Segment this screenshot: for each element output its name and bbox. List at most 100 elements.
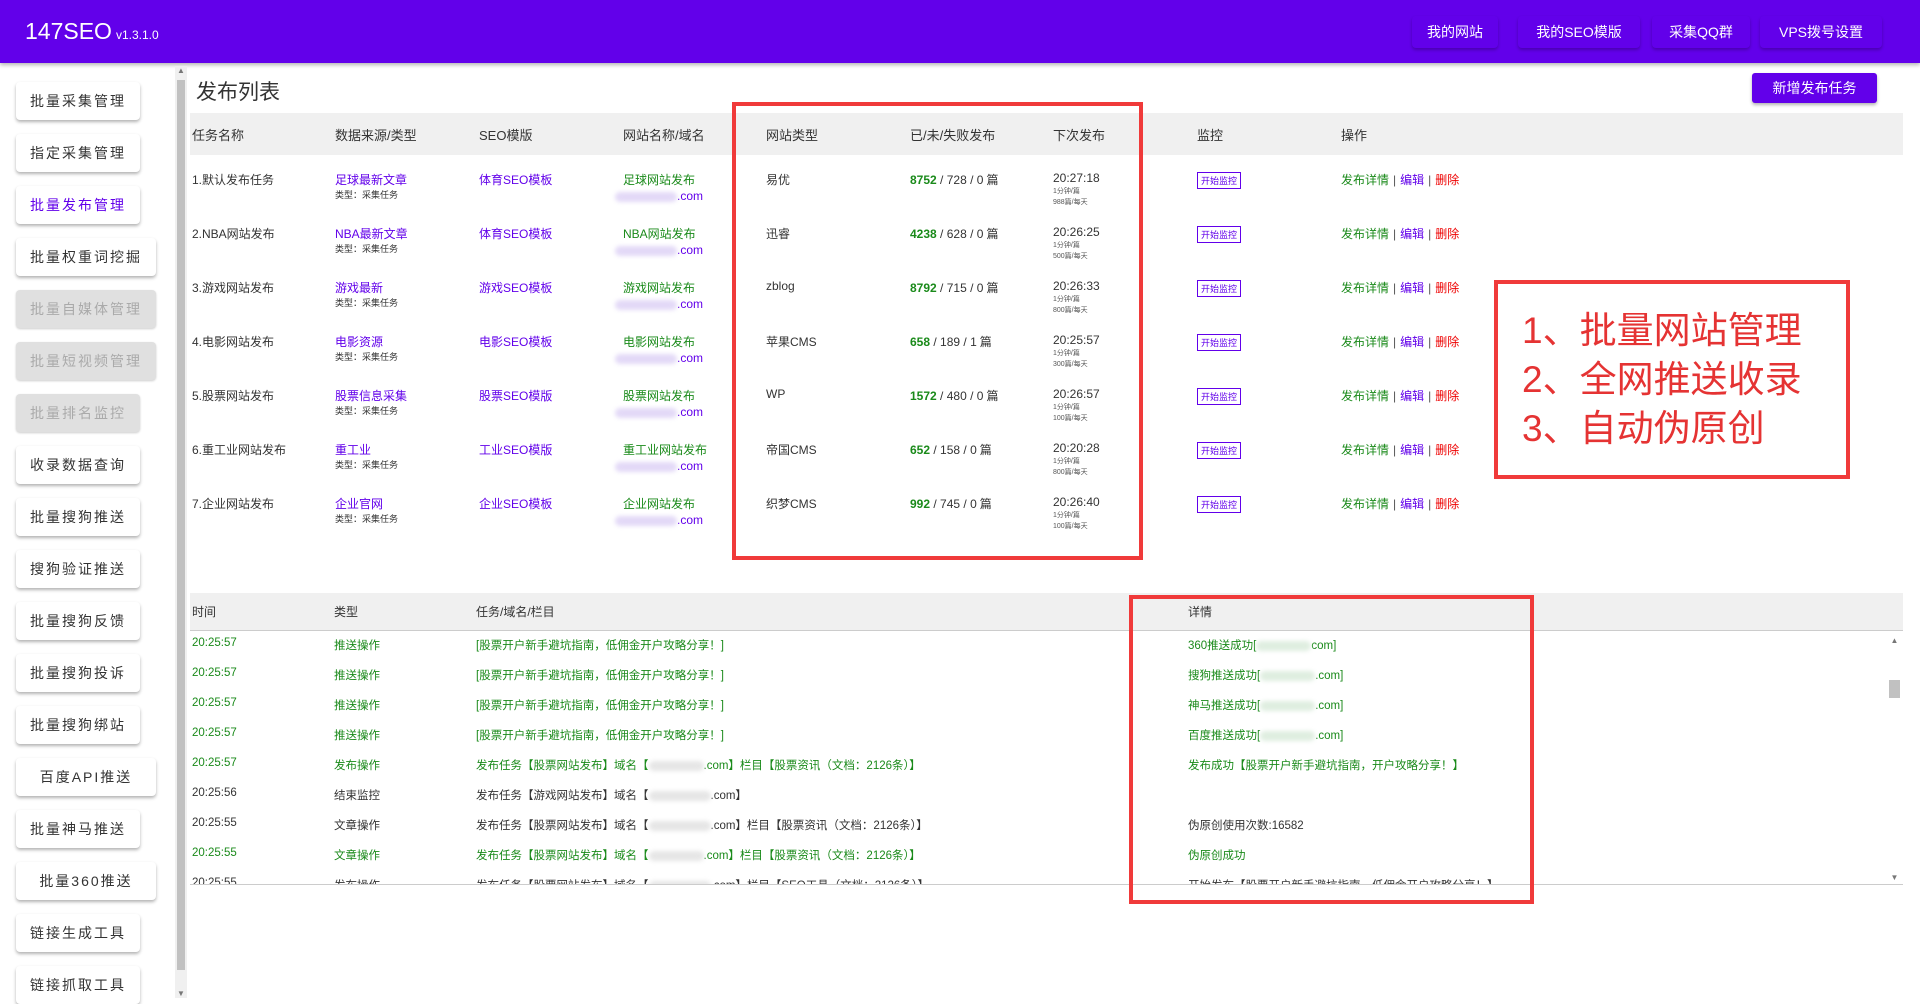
- seo-template-link[interactable]: 电影SEO模板: [479, 335, 553, 349]
- sidebar-item[interactable]: 批量搜狗反馈: [16, 602, 140, 640]
- sidebar-item[interactable]: 批量神马推送: [16, 810, 140, 848]
- scroll-down-icon[interactable]: ▼: [177, 989, 185, 998]
- site-name-link[interactable]: NBA网站发布: [623, 227, 696, 241]
- publish-detail-link[interactable]: 发布详情: [1341, 389, 1390, 403]
- sidebar-item[interactable]: 链接抓取工具: [16, 966, 140, 1004]
- seo-template-link[interactable]: 体育SEO模板: [479, 227, 553, 241]
- site-name-link[interactable]: 重工业网站发布: [623, 443, 708, 457]
- publish-rate: 1分钟/篇: [1053, 242, 1080, 249]
- seo-template-link[interactable]: 体育SEO模板: [479, 173, 553, 187]
- data-source-link[interactable]: 足球最新文章: [335, 173, 408, 187]
- sidebar-item[interactable]: 搜狗验证推送: [16, 550, 140, 588]
- sidebar-item[interactable]: 批量发布管理: [16, 186, 140, 224]
- pending-count: 728: [946, 173, 967, 187]
- site-name-link[interactable]: 游戏网站发布: [623, 281, 696, 295]
- data-source-link[interactable]: 电影资源: [335, 335, 384, 349]
- pending-count: 745: [940, 497, 961, 511]
- delete-link[interactable]: 删除: [1435, 227, 1460, 241]
- start-monitor-button[interactable]: 开始监控: [1197, 442, 1242, 459]
- site-name-link[interactable]: 足球网站发布: [623, 173, 696, 187]
- site-domain[interactable]: .com: [615, 405, 703, 419]
- edit-link[interactable]: 编辑: [1400, 389, 1425, 403]
- delete-link[interactable]: 删除: [1435, 173, 1460, 187]
- log-task: [股票开户新手避坑指南，低佣金开户攻略分享！]: [476, 667, 724, 683]
- sidebar-item[interactable]: 链接生成工具: [16, 914, 140, 952]
- sidebar-item[interactable]: 批量360推送: [16, 862, 156, 900]
- seo-template-link[interactable]: 股票SEO模版: [479, 389, 553, 403]
- scroll-up-icon[interactable]: ▲: [177, 66, 185, 75]
- start-monitor-button[interactable]: 开始监控: [1197, 226, 1242, 243]
- start-monitor-button[interactable]: 开始监控: [1197, 496, 1242, 513]
- data-source-link[interactable]: 企业官网: [335, 497, 384, 511]
- delete-link[interactable]: 删除: [1435, 335, 1460, 349]
- scroll-down-icon[interactable]: ▼: [1890, 873, 1899, 882]
- log-detail-suffix: .com]: [1315, 670, 1344, 682]
- sidebar-item[interactable]: 批量搜狗绑站: [16, 706, 140, 744]
- publish-detail-link[interactable]: 发布详情: [1341, 173, 1390, 187]
- seo-template-link[interactable]: 企业SEO模板: [479, 497, 553, 511]
- log-column-header: 类型: [334, 605, 359, 619]
- site-name-link[interactable]: 股票网站发布: [623, 389, 696, 403]
- data-source-link[interactable]: 重工业: [335, 443, 372, 457]
- task-name: 3.游戏网站发布: [192, 281, 275, 295]
- nav-vps-settings[interactable]: VPS拨号设置: [1760, 16, 1882, 48]
- seo-template-link[interactable]: 游戏SEO模板: [479, 281, 553, 295]
- site-name-link[interactable]: 电影网站发布: [623, 335, 696, 349]
- pending-count: 158: [940, 443, 961, 457]
- task-type: 类型：采集任务: [335, 298, 399, 308]
- edit-link[interactable]: 编辑: [1400, 335, 1425, 349]
- start-monitor-button[interactable]: 开始监控: [1197, 388, 1242, 405]
- sidebar-item[interactable]: 指定采集管理: [16, 134, 140, 172]
- sidebar-item[interactable]: 百度API推送: [16, 758, 156, 796]
- publish-detail-link[interactable]: 发布详情: [1341, 281, 1390, 295]
- scroll-up-icon[interactable]: ▲: [1890, 636, 1899, 645]
- log-scrollbar[interactable]: ▲ ▼: [1887, 634, 1902, 884]
- sidebar-scrollbar[interactable]: ▲ ▼: [175, 66, 187, 998]
- start-monitor-button[interactable]: 开始监控: [1197, 172, 1242, 189]
- site-domain[interactable]: .com: [615, 351, 703, 365]
- edit-link[interactable]: 编辑: [1400, 227, 1425, 241]
- scrollbar-thumb[interactable]: [1889, 680, 1900, 698]
- log-detail-text: 神马推送成功[: [1188, 700, 1261, 712]
- site-domain[interactable]: .com: [615, 459, 703, 473]
- edit-link[interactable]: 编辑: [1400, 443, 1425, 457]
- start-monitor-button[interactable]: 开始监控: [1197, 334, 1242, 351]
- publish-detail-link[interactable]: 发布详情: [1341, 443, 1390, 457]
- seo-template-link[interactable]: 工业SEO模版: [479, 443, 553, 457]
- sep: /: [936, 227, 947, 241]
- site-name-link[interactable]: 企业网站发布: [623, 497, 696, 511]
- publish-detail-link[interactable]: 发布详情: [1341, 227, 1390, 241]
- delete-link[interactable]: 删除: [1435, 281, 1460, 295]
- sidebar-item[interactable]: 批量搜狗投诉: [16, 654, 140, 692]
- delete-link[interactable]: 删除: [1435, 443, 1460, 457]
- nav-my-sites[interactable]: 我的网站: [1412, 16, 1498, 48]
- sidebar-item[interactable]: 批量采集管理: [16, 82, 140, 120]
- delete-link[interactable]: 删除: [1435, 497, 1460, 511]
- site-domain[interactable]: .com: [615, 189, 703, 203]
- sidebar-item[interactable]: 批量权重词挖掘: [16, 238, 156, 276]
- site-domain[interactable]: .com: [615, 243, 703, 257]
- publish-detail-link[interactable]: 发布详情: [1341, 497, 1390, 511]
- data-source-link[interactable]: 游戏最新: [335, 281, 384, 295]
- nav-qq-group[interactable]: 采集QQ群: [1652, 16, 1750, 48]
- blurred-domain: [1260, 700, 1316, 711]
- edit-link[interactable]: 编辑: [1400, 281, 1425, 295]
- data-source-link[interactable]: 股票信息采集: [335, 389, 408, 403]
- domain-suffix: .com: [677, 297, 704, 311]
- sidebar-item[interactable]: 批量搜狗推送: [16, 498, 140, 536]
- sidebar-item[interactable]: 收录数据查询: [16, 446, 140, 484]
- column-header: 已/未/失败发布: [910, 128, 996, 143]
- publish-detail-link[interactable]: 发布详情: [1341, 335, 1390, 349]
- edit-link[interactable]: 编辑: [1400, 173, 1425, 187]
- scrollbar-thumb[interactable]: [177, 80, 185, 970]
- app-name: 147SEO: [25, 18, 112, 44]
- site-domain[interactable]: .com: [615, 297, 703, 311]
- site-domain[interactable]: .com: [615, 513, 703, 527]
- delete-link[interactable]: 删除: [1435, 389, 1460, 403]
- edit-link[interactable]: 编辑: [1400, 497, 1425, 511]
- data-source-link[interactable]: NBA最新文章: [335, 227, 408, 241]
- log-type: 推送操作: [334, 700, 380, 712]
- new-publish-task-button[interactable]: 新增发布任务: [1752, 73, 1877, 103]
- nav-my-seo-templates[interactable]: 我的SEO模版: [1518, 16, 1640, 48]
- start-monitor-button[interactable]: 开始监控: [1197, 280, 1242, 297]
